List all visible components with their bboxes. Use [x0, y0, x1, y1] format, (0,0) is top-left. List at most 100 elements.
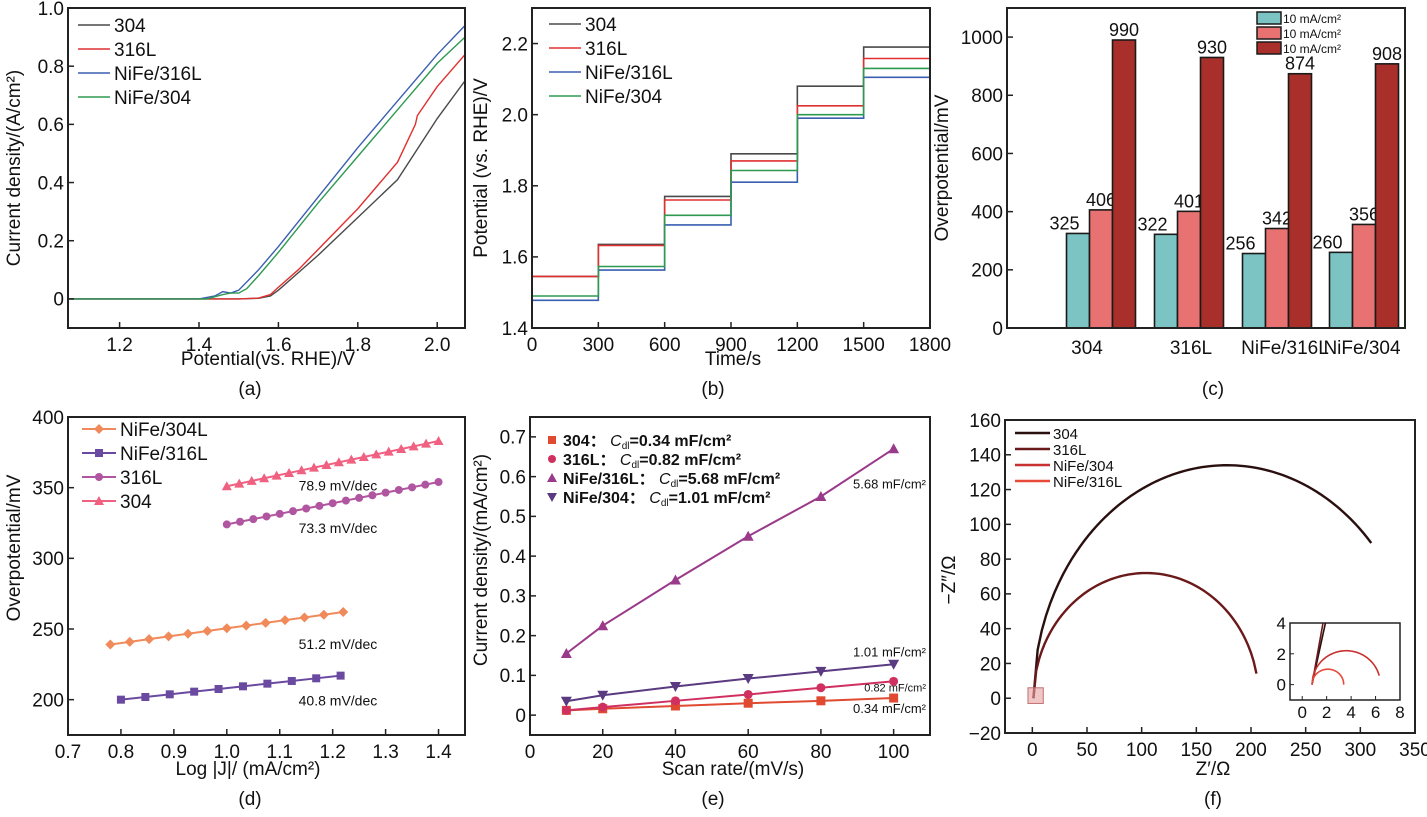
- data-point-circle: [889, 676, 899, 686]
- x-tick-label: 0: [1027, 740, 1038, 761]
- y-axis-label: Overpotential/mV: [932, 94, 953, 241]
- data-point-circle: [394, 485, 403, 494]
- cdl-annotation: 5.68 mF/cm²: [853, 477, 927, 492]
- inset-x-tick-label: 0: [1297, 703, 1306, 722]
- x-tick-label: 150: [1180, 740, 1212, 761]
- data-point-square: [816, 696, 826, 706]
- x-tick-label: 600: [649, 335, 681, 356]
- data-point-triangle: [888, 443, 900, 454]
- data-point-circle: [368, 491, 377, 500]
- bar-value-label: 260: [1312, 232, 1342, 252]
- x-tick-label: 1.2: [106, 335, 132, 356]
- data-point-square: [95, 449, 103, 457]
- nyquist-arc: [1032, 571, 1258, 699]
- cdl-annotation: 0.34 mF/cm²: [853, 701, 927, 716]
- legend-label: 316L: [114, 40, 156, 61]
- bar-value-label: 356: [1349, 204, 1379, 224]
- inset-x-tick-label: 2: [1322, 703, 1331, 722]
- legend-sample: 304：: [563, 433, 606, 450]
- x-axis-label: Z′/Ω: [1196, 759, 1231, 780]
- x-tick-label: 1200: [776, 335, 818, 356]
- legend-sample: 316L：: [563, 452, 615, 469]
- x-axis-label: Log |J|/ (mA/cm²): [176, 759, 321, 780]
- bar: [1065, 232, 1091, 329]
- data-point-circle: [743, 689, 753, 699]
- x-tick-label: 200: [1235, 740, 1267, 761]
- inset-y-tick-label: 2: [1277, 645, 1286, 664]
- data-point-diamond: [318, 609, 329, 620]
- data-point-triangle: [346, 454, 357, 464]
- x-tick-label: 1.6: [265, 335, 291, 356]
- y-tick-label: 0.2: [500, 626, 526, 647]
- y-tick-label: 0.1: [500, 666, 526, 687]
- data-point-triangle: [815, 491, 827, 501]
- data-point-square: [116, 695, 125, 704]
- x-tick-label: 1.8: [345, 335, 371, 356]
- legend-label: NiFe/316L: [114, 64, 202, 85]
- legend-label: 304: [114, 16, 146, 37]
- bar-value-label: 322: [1137, 214, 1167, 234]
- data-point-diamond: [202, 626, 213, 637]
- bar: [1374, 63, 1400, 329]
- slope-annotation: 51.2 mV/dec: [299, 636, 378, 652]
- data-point-square: [336, 671, 345, 680]
- x-tick-label: 250: [1290, 740, 1322, 761]
- inset-arc: [1311, 668, 1345, 685]
- inset-frame: [1289, 622, 1401, 701]
- plot-frame: [67, 7, 466, 329]
- data-point-square: [141, 692, 150, 701]
- data-point-triangle: [221, 481, 232, 491]
- category-label: NiFe/304: [1323, 338, 1401, 359]
- x-tick-label: 1800: [909, 335, 951, 356]
- y-tick-label: 350: [32, 479, 64, 500]
- inset-y-tick-label: 0: [1277, 676, 1286, 695]
- y-tick-label: 1.6: [502, 248, 528, 269]
- slope-annotation: 40.8 mV/dec: [299, 692, 378, 708]
- x-axis-label: Potential(vs. RHE)/V: [181, 349, 356, 370]
- y-tick-label: 60: [980, 585, 1001, 606]
- y-axis-label: Potential (vs. RHE)/V: [471, 78, 492, 258]
- data-point-square: [238, 682, 247, 691]
- data-point-circle: [262, 512, 271, 521]
- series-line: [565, 447, 895, 655]
- y-tick-label: 140: [969, 446, 1001, 467]
- data-point-circle: [434, 478, 443, 487]
- x-tick-label: 1.2: [319, 742, 345, 763]
- y-tick-label: 100: [969, 515, 1001, 536]
- x-tick-label: 1.3: [372, 742, 398, 763]
- data-point-triangle: [94, 496, 104, 505]
- data-point-triangle: [383, 446, 394, 456]
- data-point-diamond: [280, 615, 291, 626]
- legend-label: 10 mA/cm²: [1283, 12, 1341, 26]
- x-tick-label: 0.8: [108, 742, 134, 763]
- data-point-diamond: [338, 607, 349, 618]
- legend-label: 304: [120, 492, 152, 513]
- legend-label: NiFe/304: [585, 87, 663, 108]
- legend-label: 316L： Cdl=0.82 mF/cm²: [563, 452, 741, 471]
- x-tick-label: 50: [1076, 740, 1097, 761]
- legend-label: 304: [585, 15, 617, 36]
- data-point-diamond: [260, 617, 271, 628]
- legend-label: 10 mA/cm²: [1283, 27, 1341, 41]
- data-point-triangle: [234, 478, 245, 488]
- data-point-diamond: [94, 424, 104, 434]
- cdl-value: =5.68 mF/cm²: [678, 471, 780, 488]
- data-point-circle: [561, 705, 571, 715]
- legend-label: NiFe/316L: [585, 63, 673, 84]
- bar-value-label: 990: [1109, 20, 1139, 40]
- cdl-annotation: 0.82 mF/cm²: [864, 682, 926, 694]
- data-point-triangle: [421, 438, 432, 448]
- x-tick-label: 1.1: [267, 742, 293, 763]
- legend-swatch: [1256, 11, 1282, 25]
- cdl-annotation: 1.01 mF/cm²: [853, 644, 927, 659]
- category-label: 304: [1071, 338, 1103, 359]
- data-point-square: [670, 701, 680, 711]
- y-tick-label: 300: [32, 549, 64, 570]
- bar: [1241, 252, 1267, 329]
- zoom-region-marker: [1027, 687, 1044, 704]
- bar-value-label: 930: [1197, 37, 1227, 57]
- data-point-circle: [421, 480, 430, 489]
- inset-y-tick-label: 4: [1277, 614, 1286, 633]
- data-point-circle: [222, 520, 231, 529]
- data-point-circle: [355, 493, 364, 502]
